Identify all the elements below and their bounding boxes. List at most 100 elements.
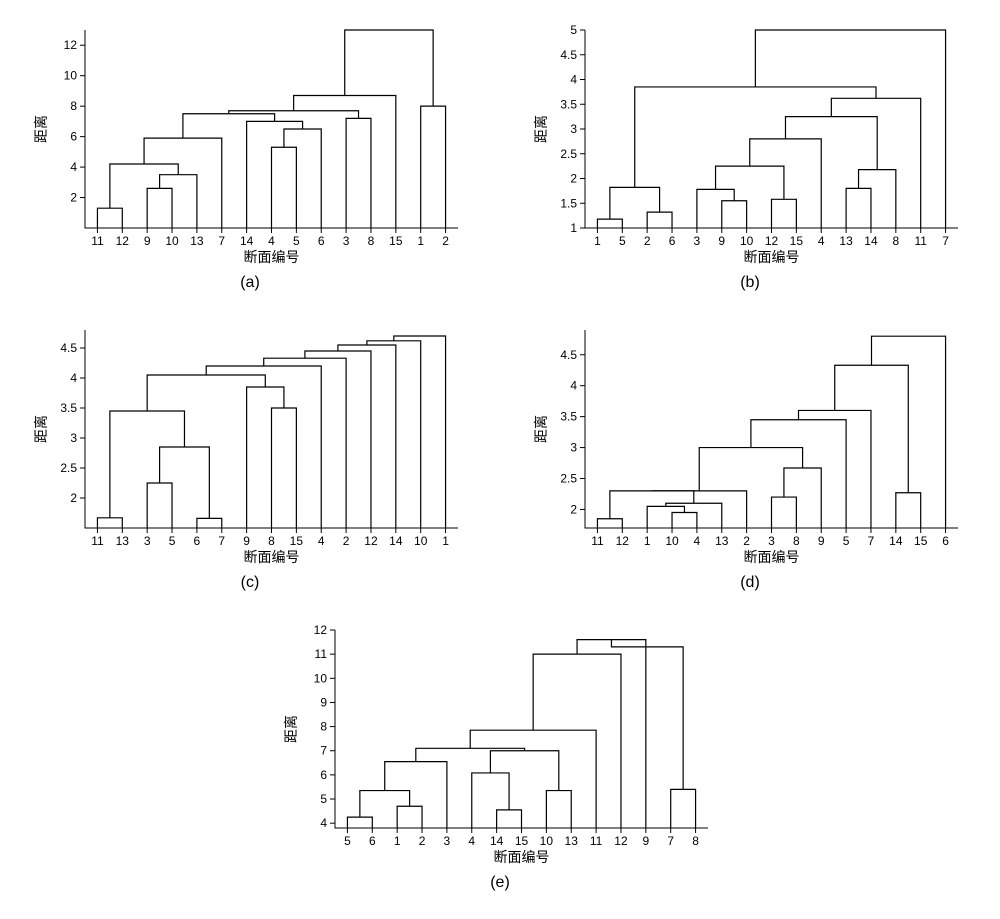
svg-text:4: 4 <box>320 816 327 830</box>
svg-text:3: 3 <box>768 534 775 548</box>
dendrogram-e: 456789101112561234141510131112978距离断面编号 <box>280 620 720 870</box>
svg-text:9: 9 <box>144 234 151 248</box>
svg-text:5: 5 <box>619 234 626 248</box>
svg-text:距离: 距离 <box>33 115 49 143</box>
svg-text:5: 5 <box>293 234 300 248</box>
svg-text:10: 10 <box>64 69 78 83</box>
dendrogram-a: 24681012111291013714456381512距离断面编号 <box>30 20 470 270</box>
svg-text:8: 8 <box>368 234 375 248</box>
svg-text:10: 10 <box>740 234 754 248</box>
svg-text:10: 10 <box>540 834 554 848</box>
svg-text:3: 3 <box>444 834 451 848</box>
svg-text:1.5: 1.5 <box>560 196 577 210</box>
svg-text:2.5: 2.5 <box>60 461 77 475</box>
svg-text:7: 7 <box>868 534 875 548</box>
svg-text:7: 7 <box>218 534 225 548</box>
svg-text:4: 4 <box>318 534 325 548</box>
caption-a: (a) <box>240 274 260 292</box>
svg-text:3: 3 <box>144 534 151 548</box>
svg-text:5: 5 <box>843 534 850 548</box>
svg-text:4: 4 <box>268 234 275 248</box>
svg-text:2: 2 <box>743 534 750 548</box>
svg-text:4: 4 <box>468 834 475 848</box>
svg-text:6: 6 <box>70 130 77 144</box>
svg-text:4: 4 <box>570 379 577 393</box>
svg-text:6: 6 <box>320 768 327 782</box>
svg-text:2: 2 <box>343 534 350 548</box>
dendrogram-d: 22.533.544.5111211041323895714156距离断面编号 <box>530 320 970 570</box>
svg-text:11: 11 <box>315 647 328 661</box>
svg-text:10: 10 <box>314 671 328 685</box>
svg-text:1: 1 <box>594 234 601 248</box>
svg-text:15: 15 <box>790 234 804 248</box>
svg-text:9: 9 <box>320 695 327 709</box>
svg-text:9: 9 <box>718 234 725 248</box>
svg-text:8: 8 <box>793 534 800 548</box>
svg-text:11: 11 <box>590 834 603 848</box>
svg-text:2: 2 <box>442 234 449 248</box>
svg-text:8: 8 <box>892 234 899 248</box>
svg-text:4: 4 <box>694 534 701 548</box>
svg-text:4: 4 <box>70 371 77 385</box>
panel-e: 456789101112561234141510131112978距离断面编号(… <box>280 620 720 892</box>
svg-text:1: 1 <box>644 534 651 548</box>
svg-text:12: 12 <box>64 38 78 52</box>
svg-text:9: 9 <box>642 834 649 848</box>
svg-text:断面编号: 断面编号 <box>494 849 550 865</box>
svg-text:8: 8 <box>692 834 699 848</box>
svg-text:3: 3 <box>570 122 577 136</box>
svg-text:6: 6 <box>369 834 376 848</box>
caption-e: (e) <box>490 874 510 892</box>
svg-text:11: 11 <box>91 534 104 548</box>
svg-text:断面编号: 断面编号 <box>244 549 300 565</box>
svg-text:15: 15 <box>389 234 403 248</box>
svg-text:12: 12 <box>765 234 779 248</box>
svg-text:12: 12 <box>116 234 130 248</box>
svg-text:14: 14 <box>490 834 504 848</box>
svg-text:3.5: 3.5 <box>560 97 577 111</box>
svg-text:14: 14 <box>389 534 403 548</box>
svg-text:2: 2 <box>70 191 77 205</box>
svg-text:6: 6 <box>318 234 325 248</box>
svg-text:7: 7 <box>218 234 225 248</box>
svg-text:9: 9 <box>243 534 250 548</box>
svg-text:10: 10 <box>665 534 679 548</box>
panel-d: 22.533.544.5111211041323895714156距离断面编号(… <box>530 320 970 592</box>
svg-text:6: 6 <box>194 534 201 548</box>
svg-text:13: 13 <box>116 534 130 548</box>
svg-text:1: 1 <box>570 221 577 235</box>
svg-text:2: 2 <box>70 491 77 505</box>
svg-text:距离: 距离 <box>533 115 549 143</box>
svg-text:断面编号: 断面编号 <box>744 249 800 265</box>
svg-text:13: 13 <box>190 234 204 248</box>
caption-d: (d) <box>740 574 760 592</box>
svg-text:11: 11 <box>914 234 927 248</box>
svg-text:15: 15 <box>914 534 928 548</box>
svg-text:3.5: 3.5 <box>60 401 77 415</box>
svg-text:3: 3 <box>70 431 77 445</box>
svg-text:10: 10 <box>165 234 179 248</box>
svg-text:3: 3 <box>343 234 350 248</box>
svg-text:4.5: 4.5 <box>560 348 577 362</box>
svg-text:15: 15 <box>515 834 529 848</box>
panel-b: 11.522.533.544.55152639101215413148117距离… <box>530 20 970 292</box>
svg-text:2: 2 <box>644 234 651 248</box>
svg-text:5: 5 <box>169 534 176 548</box>
svg-text:2.5: 2.5 <box>560 147 577 161</box>
svg-text:1: 1 <box>394 834 401 848</box>
svg-text:4: 4 <box>570 73 577 87</box>
svg-text:10: 10 <box>414 534 428 548</box>
svg-text:13: 13 <box>565 834 579 848</box>
svg-text:3.5: 3.5 <box>560 410 577 424</box>
svg-text:距离: 距离 <box>533 415 549 443</box>
svg-text:4: 4 <box>818 234 825 248</box>
svg-text:12: 12 <box>616 534 630 548</box>
svg-text:13: 13 <box>715 534 729 548</box>
svg-text:4.5: 4.5 <box>60 341 77 355</box>
svg-text:2: 2 <box>570 502 577 516</box>
svg-text:1: 1 <box>417 234 424 248</box>
svg-text:6: 6 <box>942 534 949 548</box>
svg-text:距离: 距离 <box>283 715 299 743</box>
svg-text:5: 5 <box>570 23 577 37</box>
svg-text:8: 8 <box>268 534 275 548</box>
